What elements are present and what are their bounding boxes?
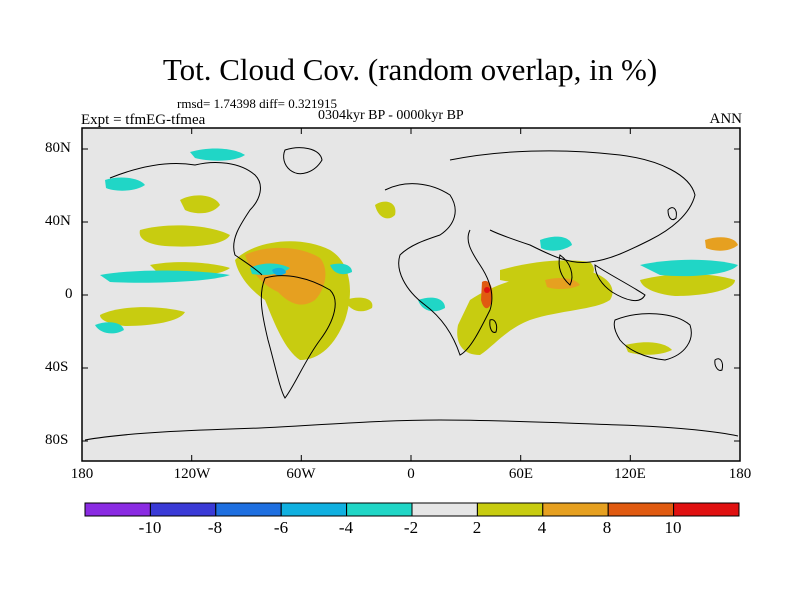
patch-africa-cyan [540,236,572,251]
patch-pacific-orange [705,237,738,251]
patch-western-pacific-cyan [640,259,738,277]
lon-tick-label: 0 [407,466,415,482]
patch-arctic-cyan [190,148,245,161]
coast-japan [667,207,677,221]
colorbar-tick-label: -6 [273,518,289,537]
patch-europe [375,201,396,219]
patch-blue-spot [272,267,286,276]
patch-indian-positive [500,260,594,285]
coast-india [558,254,573,286]
patch-africa-positive [457,269,613,355]
colorbar-box [149,502,217,517]
colorbar-box [215,502,282,517]
colorbar-box [346,502,413,517]
stats-label: rmsd= 1.74398 diff= 0.321915 [177,96,337,111]
coast-australia [613,313,692,361]
patch-caribbean-orange [245,247,326,305]
colorbar-box [280,502,348,517]
colorbar-tick-label: -8 [207,518,223,537]
coast-antarctica [84,419,739,441]
lat-tick-label: 0 [65,286,73,302]
patch-south-pacific [100,307,185,326]
map-background [82,128,740,461]
patch-east-pacific [139,225,230,247]
coast-north-america [109,161,263,276]
anomaly-patches [95,148,738,360]
colorbar-box [411,502,478,517]
lon-tick-label: 60E [508,466,534,482]
lat-ticks [82,148,740,442]
colorbar-tick-label: 2 [472,518,482,537]
season-label: ANN [709,111,743,127]
coast-greenland [283,147,323,175]
patch-indian-cyan [418,297,445,312]
patch-north-america [180,195,220,214]
lon-tick-label: 120E [614,466,646,482]
coast-south-america [260,275,336,399]
patch-red-spot [484,287,490,293]
colorbar-box [84,502,151,517]
lon-tick-label: 60W [286,466,316,482]
colorbar-tick-label: 10 [664,518,682,537]
colorbar-tick-label: 4 [537,518,547,537]
colorbar-box [542,502,609,517]
colorbar-tick-label: -2 [403,518,419,537]
colorbar-box [476,502,544,517]
patch-australia-south [625,342,672,355]
lat-tick-label: 80S [45,432,69,448]
coast-asia [449,150,696,264]
lon-tick-label: 120W [173,466,211,482]
coast-southeast-asia [594,264,646,302]
coast-europe-africa [384,183,493,356]
lat-tick-label: 40N [45,213,71,229]
colorbar-tick-label: 8 [602,518,612,537]
patch-west-pacific [640,274,735,296]
experiment-label: Expt = tfmEG-tfmea [81,112,206,128]
lat-tick-label: 80N [45,140,71,156]
colorbar-box [673,502,740,517]
colorbar-tick-label: -4 [338,518,354,537]
patch-atlantic-cyan [330,263,352,275]
colorbar [84,502,740,517]
lon-tick-label: 180 [70,466,94,482]
coast-madagascar [489,319,498,333]
patch-southwest-pacific-cyan [95,322,124,334]
patch-east-africa-red [481,280,493,309]
colorbar-tick-label: -10 [138,518,162,537]
coast-new-zealand [714,358,723,371]
patch-north-atlantic-cyan [105,177,145,191]
plot-title: Tot. Cloud Cov. (random overlap, in %) [162,52,658,87]
lat-tick-label: 40S [45,359,69,375]
lon-ticks [81,128,741,461]
patch-mid-atlantic [345,297,373,312]
patch-pacific-cyan-band [100,270,230,283]
coastlines [84,147,739,441]
period-label: 0304kyr BP - 0000kyr BP [318,108,464,123]
lon-tick-label: 180 [728,466,752,482]
colorbar-box [607,502,675,517]
